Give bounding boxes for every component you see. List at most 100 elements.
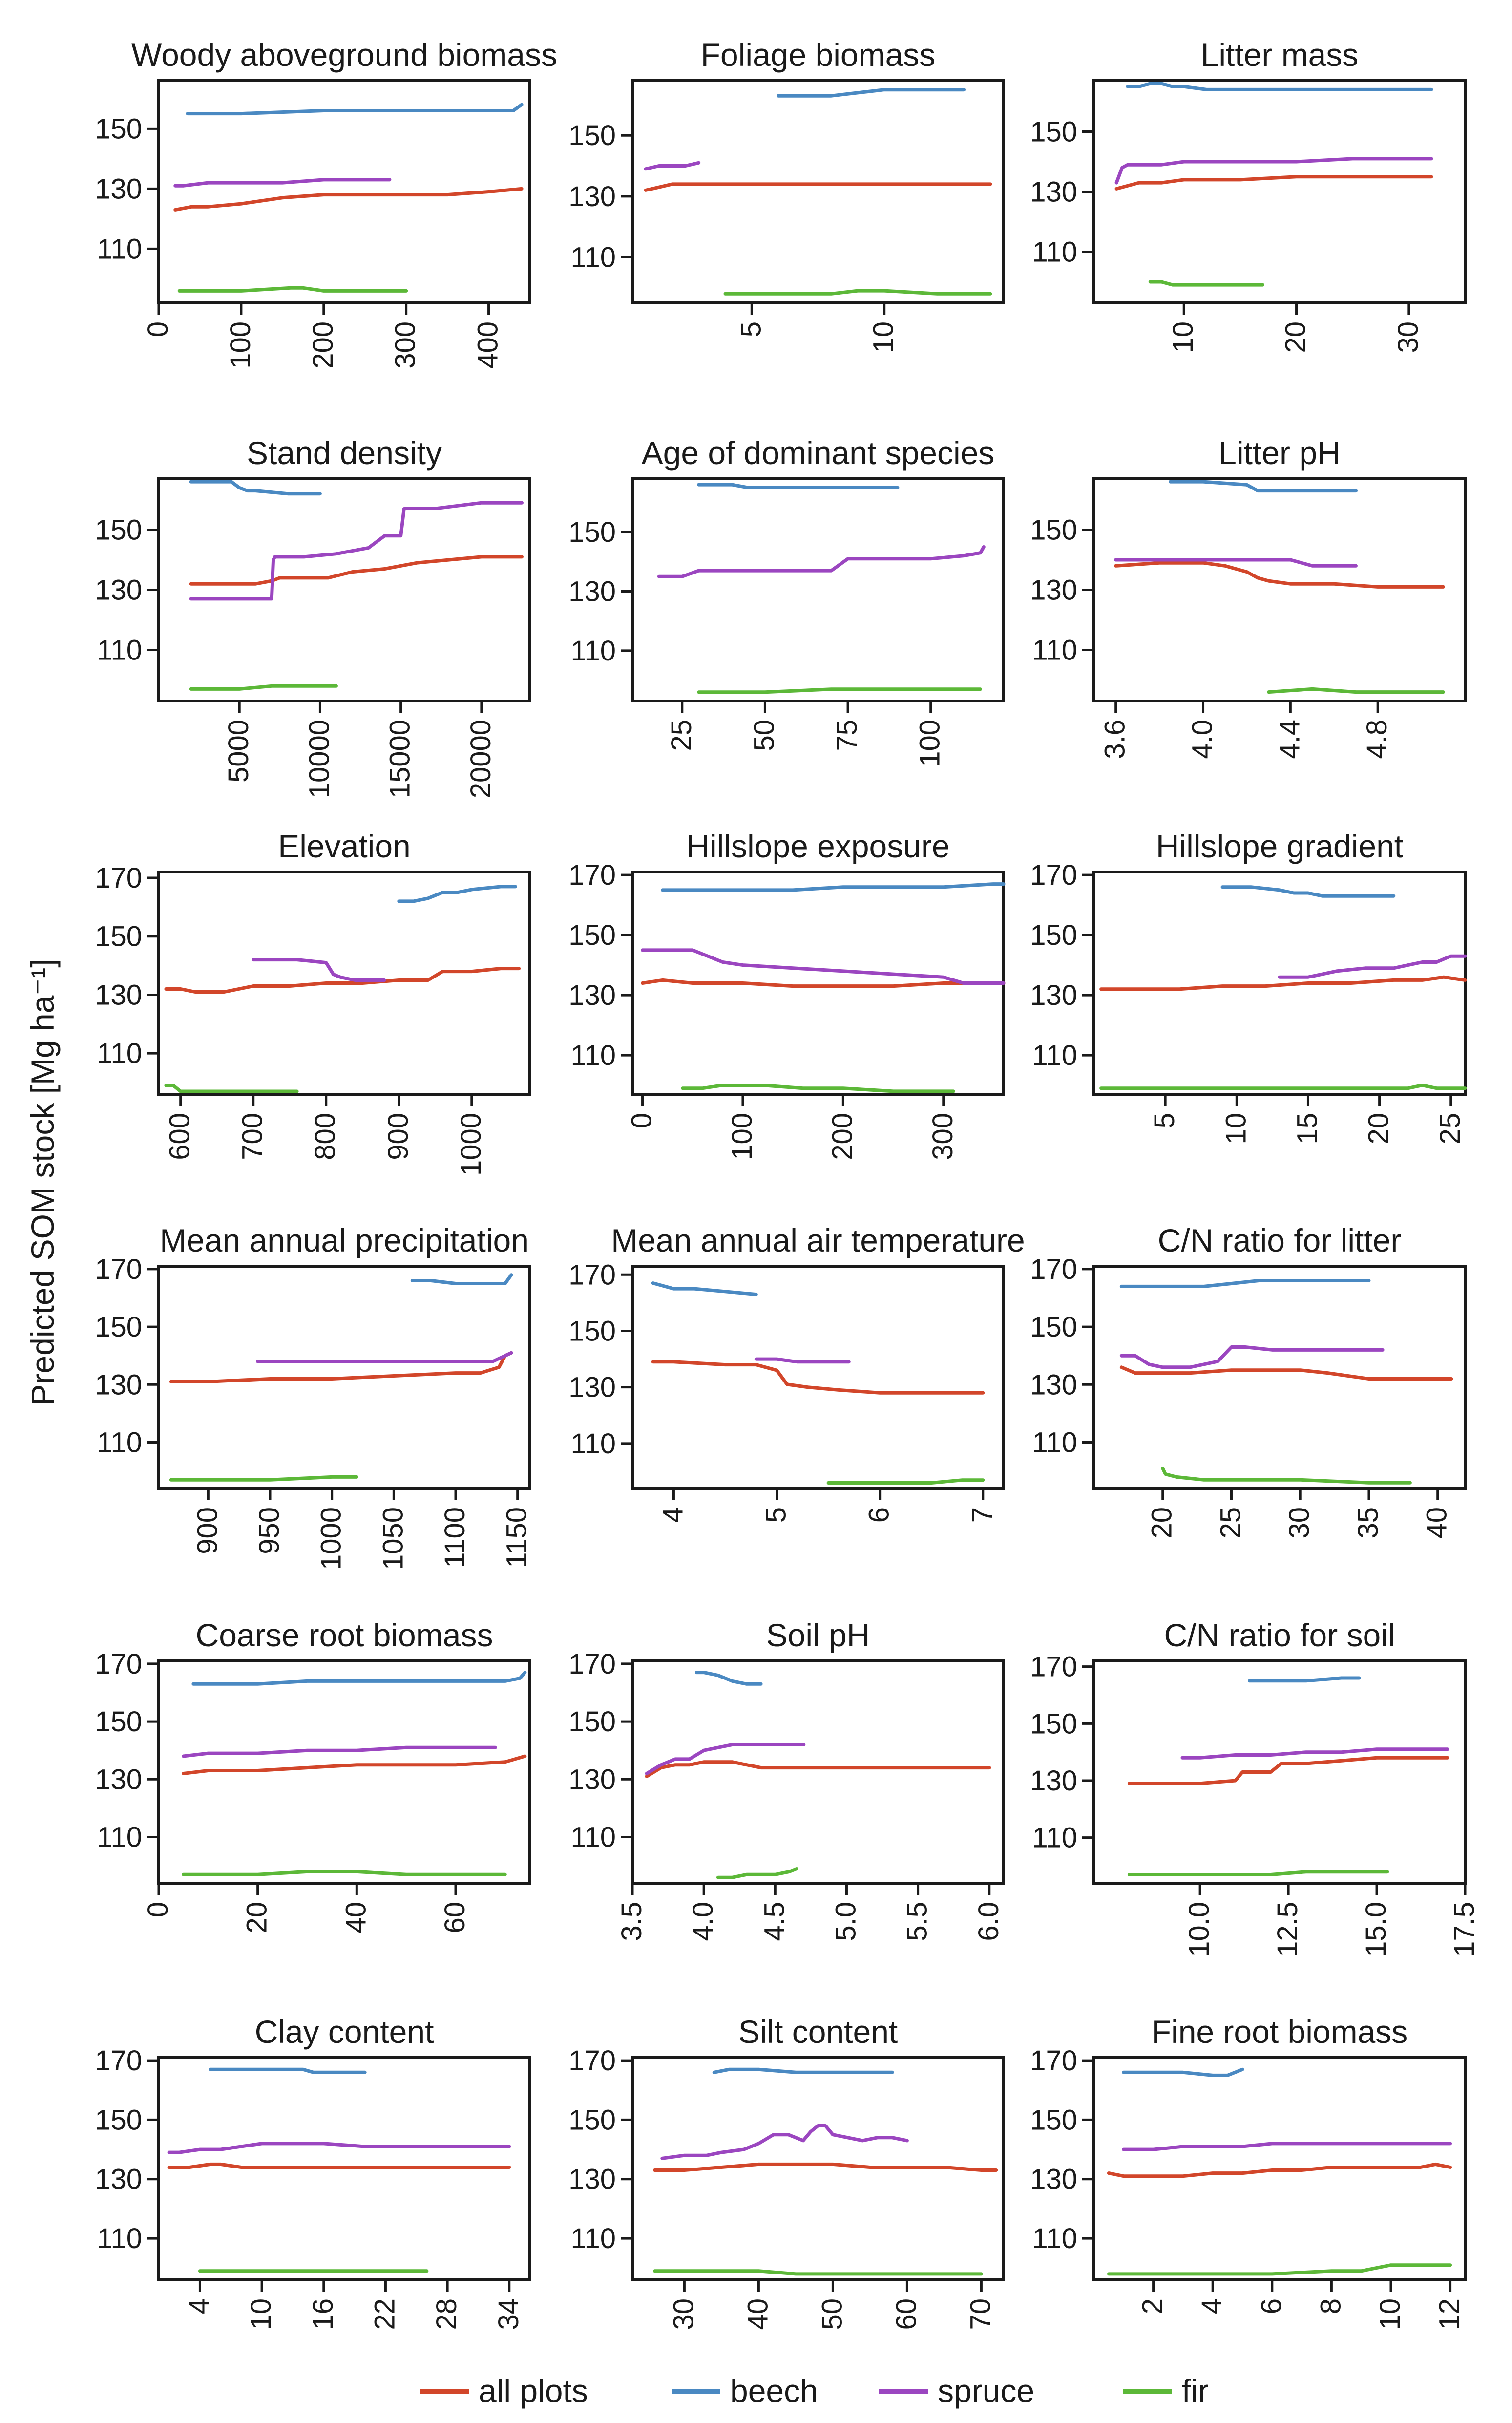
y-tick-label: 110	[97, 1821, 142, 1853]
plot-frame	[1092, 871, 1467, 1096]
series-line-fir	[177, 286, 408, 293]
x-tick-label: 60	[439, 1902, 471, 1934]
x-tick-label: 17.5	[1449, 1902, 1480, 1957]
panel-title: Soil pH	[766, 1617, 870, 1653]
panel-mean-annual-precipitation: Mean annual precipitation 110 130 150 170 900…	[95, 1222, 532, 1570]
x-tick-label: 10	[1374, 2298, 1406, 2330]
series-line-all-plots	[164, 967, 521, 994]
y-tick-label: 130	[568, 2164, 616, 2195]
x-tick-label: 4.8	[1361, 720, 1393, 759]
x-tick-label: 40	[742, 2298, 774, 2330]
series-line-beech	[661, 882, 1006, 892]
y-tick-label: 130	[1030, 2164, 1077, 2195]
panel-mean-annual-air-temperature: Mean annual air temperature 110 130 150 170 4…	[568, 1222, 1025, 1523]
y-tick-label: 150	[95, 2104, 142, 2136]
series-line-all-plots	[169, 1351, 513, 1383]
y-tick-label: 130	[568, 181, 616, 213]
series-line-all-plots	[1099, 975, 1467, 991]
series-line-spruce	[641, 948, 1006, 985]
plot-frame	[157, 871, 531, 1096]
x-tick-label: 5.5	[902, 1902, 933, 1941]
y-tick-label: 110	[571, 242, 616, 274]
series-line-all-plots	[653, 2162, 998, 2172]
y-tick-label: 130	[95, 2164, 142, 2195]
panel-soil-ph: Soil pH 110 130 150 170 3.5 4.0 4.5 5.0 5.5 6.0	[568, 1617, 1005, 1941]
panel-title: Hillslope exposure	[686, 828, 949, 864]
y-tick-label: 110	[1032, 1426, 1077, 1458]
y-tick-label: 130	[1030, 1369, 1077, 1401]
series-line-spruce	[660, 2124, 909, 2160]
x-tick-label: 5.0	[830, 1902, 861, 1941]
x-tick-label: 20	[1280, 321, 1312, 353]
x-tick-label: 4.0	[1187, 720, 1218, 759]
x-tick-label: 10	[868, 321, 900, 353]
series-line-beech	[777, 88, 966, 98]
x-tick-label: 10	[1167, 321, 1199, 353]
series-line-fir	[1161, 1467, 1412, 1485]
series-line-all-plots	[167, 2162, 511, 2169]
x-tick-label: 7	[966, 1507, 998, 1523]
panel-age-of-dominant-species: Age of dominant species 110 130 150 25 50 75 10…	[568, 435, 1005, 767]
panel-title: Mean annual air temperature	[611, 1222, 1025, 1258]
x-tick-label: 900	[382, 1113, 414, 1160]
panel-hillslope-exposure: Hillslope exposure 110 130 150 170 0 100 200 300	[568, 828, 1006, 1160]
series-line-beech	[189, 480, 322, 496]
plot-frame	[631, 79, 1005, 304]
series-line-fir	[826, 1478, 985, 1485]
x-tick-label: 1000	[455, 1113, 487, 1176]
y-tick-label: 170	[1030, 1651, 1077, 1683]
plot-frame	[631, 2056, 1005, 2281]
x-tick-label: 30	[1392, 321, 1424, 353]
y-tick-label: 170	[1030, 859, 1077, 891]
series-line-spruce	[256, 1351, 513, 1363]
panel-title: Clay content	[255, 2014, 434, 2050]
series-line-fir	[697, 687, 982, 694]
y-tick-label: 130	[95, 173, 142, 205]
plot-frame	[1092, 1265, 1467, 1490]
y-tick-label: 150	[95, 113, 142, 145]
panel-title: Foliage biomass	[701, 37, 936, 73]
series-line-spruce	[167, 2142, 511, 2154]
series-line-all-plots	[1114, 175, 1433, 191]
x-tick-label: 1100	[439, 1507, 471, 1568]
series-line-beech	[697, 483, 900, 489]
panel-litter-mass: Litter mass 110 130 150 10 20 30	[1030, 37, 1467, 353]
panel-title: Elevation	[278, 828, 411, 864]
series-line-fir	[723, 289, 992, 296]
series-line-spruce	[657, 545, 986, 578]
panel-title: Litter pH	[1218, 435, 1340, 471]
x-tick-label: 22	[369, 2298, 400, 2330]
y-tick-label: 170	[95, 1648, 142, 1680]
y-tick-label: 130	[568, 979, 616, 1011]
panel-title: C/N ratio for litter	[1158, 1222, 1402, 1258]
y-tick-label: 150	[1030, 2104, 1077, 2136]
y-tick-label: 110	[571, 635, 616, 667]
panel-title: Coarse root biomass	[196, 1617, 493, 1653]
x-tick-label: 8	[1315, 2298, 1346, 2314]
x-tick-label: 300	[927, 1113, 959, 1160]
series-line-beech	[209, 2067, 367, 2074]
series-line-spruce	[1114, 157, 1433, 185]
y-tick-label: 110	[97, 1426, 142, 1458]
y-tick-label: 130	[1030, 1765, 1077, 1797]
y-tick-label: 170	[95, 1254, 142, 1285]
x-tick-label: 40	[340, 1902, 372, 1934]
series-line-spruce	[1122, 2142, 1452, 2151]
plot-frame	[631, 1265, 1005, 1490]
y-tick-label: 150	[95, 921, 142, 953]
x-tick-label: 100	[225, 321, 256, 369]
x-tick-label: 12	[1434, 2298, 1466, 2330]
x-tick-label: 0	[142, 1902, 174, 1917]
x-tick-label: 5000	[223, 720, 254, 783]
x-tick-label: 34	[493, 2298, 525, 2330]
series-line-beech	[1126, 82, 1433, 91]
y-tick-label: 110	[571, 1821, 616, 1853]
x-tick-label: 10	[245, 2298, 277, 2330]
panel-title: Hillslope gradient	[1156, 828, 1403, 864]
y-tick-label: 130	[1030, 176, 1077, 208]
panel-hillslope-gradient: Hillslope gradient 110 130 150 170 5 10 15 20 25	[1030, 828, 1467, 1145]
x-tick-label: 1150	[501, 1507, 533, 1568]
y-tick-label: 110	[571, 1040, 616, 1071]
y-tick-label: 130	[1030, 979, 1077, 1011]
